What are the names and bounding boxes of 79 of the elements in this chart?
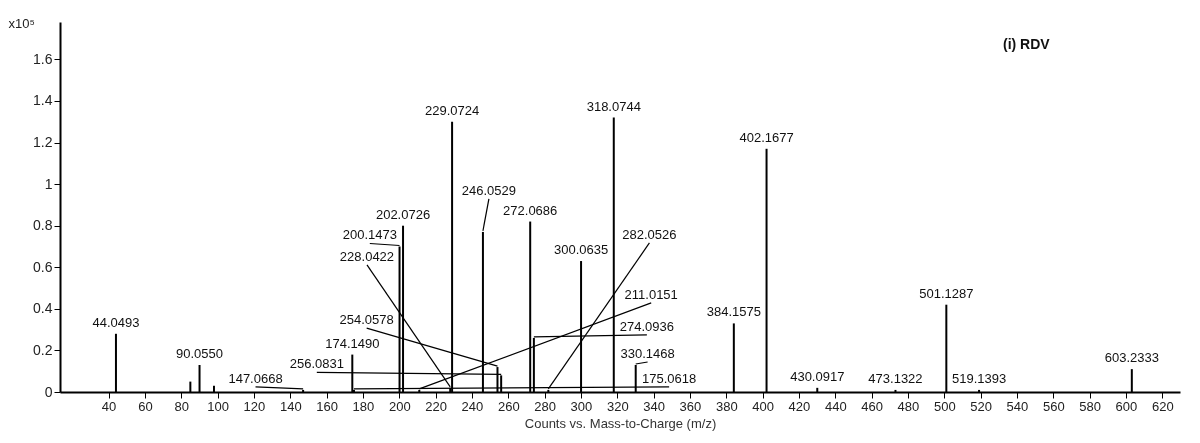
annotation: 202.0726 bbox=[375, 206, 431, 222]
annotation: 318.0744 bbox=[586, 98, 641, 114]
x-tick-label: 400 bbox=[752, 398, 774, 414]
x-tick-label: 160 bbox=[316, 398, 338, 414]
annotation: (i) RDV bbox=[1003, 36, 1051, 52]
bar bbox=[198, 364, 201, 392]
annotation: 229.0724 bbox=[424, 102, 480, 118]
annotation: 473.1322 bbox=[868, 370, 923, 386]
annotation: 603.2333 bbox=[1104, 350, 1159, 366]
bar bbox=[816, 387, 819, 392]
annotation: 384.1575 bbox=[706, 304, 761, 320]
bar bbox=[189, 381, 192, 392]
annotation: 200.1473 bbox=[342, 227, 397, 243]
bar bbox=[114, 333, 117, 392]
x-tick-label: 620 bbox=[1151, 398, 1174, 414]
x-tick-label: 240 bbox=[461, 398, 484, 414]
x-tick-label: 500 bbox=[933, 398, 956, 414]
annotation: 330.1468 bbox=[620, 345, 675, 361]
x-tick-label: 580 bbox=[1079, 398, 1101, 414]
annotation: 44.0493 bbox=[92, 314, 140, 330]
x-tick-label: 120 bbox=[243, 398, 266, 414]
annotation: 300.0635 bbox=[553, 242, 609, 258]
x-tick-label: 420 bbox=[788, 398, 811, 414]
y-tick-label: 1 bbox=[44, 175, 53, 192]
bar bbox=[978, 389, 981, 392]
y-tick-label: 0.2 bbox=[33, 341, 53, 358]
x-tick-label: 80 bbox=[174, 398, 189, 414]
y-tick-label: 1.6 bbox=[33, 50, 53, 67]
bar bbox=[765, 148, 768, 392]
bar bbox=[945, 304, 948, 392]
x-tick-label: 180 bbox=[352, 398, 375, 414]
x-tick-label: 560 bbox=[1042, 398, 1065, 414]
annotation: 174.1490 bbox=[325, 335, 380, 351]
x-tick-label: 440 bbox=[824, 398, 847, 414]
x-tick-label: 100 bbox=[207, 398, 229, 414]
y-tick-label: 0.8 bbox=[33, 217, 53, 234]
annotation: 272.0686 bbox=[503, 202, 558, 218]
x-tick-label: 300 bbox=[570, 398, 593, 414]
annotation: 282.0526 bbox=[622, 226, 677, 242]
x-tick-label: 60 bbox=[138, 398, 153, 414]
annotation: 256.0831 bbox=[289, 356, 344, 372]
y-tick-label: 0 bbox=[44, 383, 53, 400]
x-tick-label: 380 bbox=[715, 398, 738, 414]
annotation: 175.0618 bbox=[642, 370, 697, 386]
annotation: 254.0578 bbox=[339, 312, 394, 328]
y-tick-label: 0.6 bbox=[33, 258, 53, 275]
y-tick-label: 0.4 bbox=[33, 300, 53, 317]
x-tick-label: 340 bbox=[643, 398, 665, 414]
x-axis-title: Counts vs. Mass-to-Charge (m/z) bbox=[524, 415, 717, 431]
bar bbox=[212, 385, 215, 392]
annotation: 246.0529 bbox=[461, 182, 516, 198]
bar bbox=[1130, 369, 1133, 392]
x-tick-label: 260 bbox=[497, 398, 520, 414]
bar bbox=[732, 323, 735, 392]
x-tick-label: 460 bbox=[861, 398, 883, 414]
x-tick-label: 320 bbox=[606, 398, 629, 414]
annotation: 228.0422 bbox=[339, 248, 395, 264]
x-tick-label: 360 bbox=[679, 398, 702, 414]
y-tick-label: 1.4 bbox=[33, 92, 53, 109]
x-tick-label: 220 bbox=[425, 398, 447, 414]
annotation: 274.0936 bbox=[619, 318, 674, 334]
annotation: 501.1287 bbox=[919, 285, 974, 301]
x-tick-label: 140 bbox=[279, 398, 302, 414]
x-tick-label: 520 bbox=[970, 398, 992, 414]
bar bbox=[894, 389, 897, 392]
annotation: 211.0151 bbox=[624, 286, 678, 302]
annotation: 519.1393 bbox=[951, 370, 1007, 386]
annotation: 90.0550 bbox=[176, 345, 224, 361]
x-tick-label: 40 bbox=[101, 398, 117, 414]
y-tick-label: 1.2 bbox=[33, 134, 53, 151]
x-tick-label: 280 bbox=[534, 398, 556, 414]
x-tick-label: 480 bbox=[897, 398, 920, 414]
x-tick-label: 540 bbox=[1006, 398, 1029, 414]
annotation: 402.1677 bbox=[739, 129, 794, 145]
annotation: 430.0917 bbox=[790, 368, 845, 384]
annotation: 147.0668 bbox=[228, 370, 283, 386]
x-tick-label: 200 bbox=[388, 398, 411, 414]
y-axis-title: x10⁵ bbox=[8, 15, 35, 31]
x-tick-label: 600 bbox=[1115, 398, 1138, 414]
